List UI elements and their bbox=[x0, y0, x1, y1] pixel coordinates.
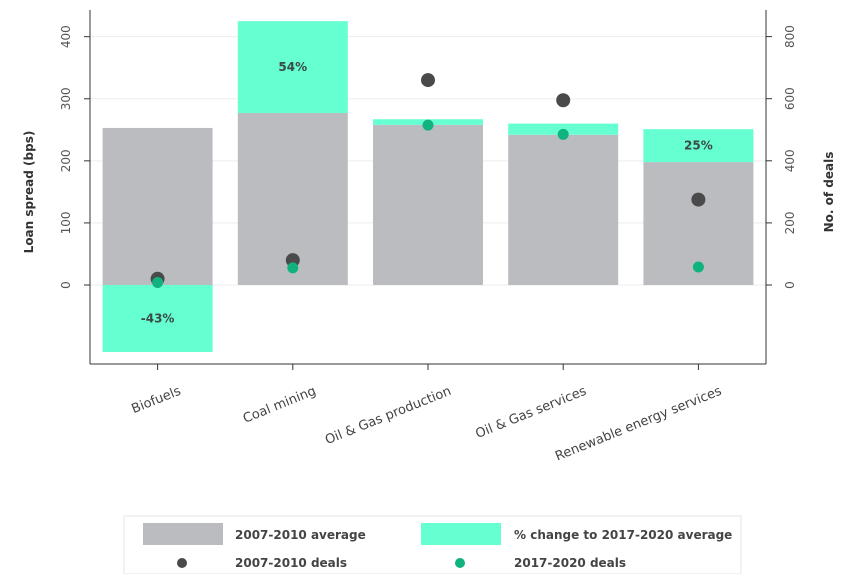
y2-tick-label: 800 bbox=[783, 25, 797, 48]
dot-2007-2010-deals bbox=[421, 73, 435, 88]
legend: 2007-2010 average % change to 2017-2020 … bbox=[123, 515, 742, 574]
y2-tick-label: 0 bbox=[783, 281, 797, 289]
x-tick-label: Oil & Gas services bbox=[474, 384, 589, 442]
y-tick-label: 0 bbox=[59, 281, 73, 289]
x-tick-label: Coal mining bbox=[241, 384, 318, 427]
dot-2017-2020-deals bbox=[692, 261, 704, 273]
dot-2017-2020-deals bbox=[422, 119, 434, 131]
bar-change-2017-2020 bbox=[237, 21, 348, 114]
pct-change-label: 54% bbox=[278, 60, 307, 74]
y-tick-label: 400 bbox=[59, 25, 73, 48]
dot-2007-2010-deals bbox=[556, 93, 571, 108]
dot-2017-2020-deals bbox=[287, 262, 299, 274]
legend-dot-old bbox=[177, 558, 187, 568]
y-tick-label: 300 bbox=[59, 87, 73, 110]
dot-2007-2010-deals bbox=[691, 192, 706, 207]
x-tick-label: Biofuels bbox=[130, 384, 184, 417]
dot-2007-2010-deals bbox=[285, 253, 300, 268]
bar-2007-2010-average bbox=[102, 127, 213, 286]
dot-2017-2020-deals bbox=[557, 128, 569, 140]
legend-swatch-change bbox=[421, 523, 501, 545]
legend-swatch-base bbox=[143, 523, 223, 545]
bar-2007-2010-average bbox=[508, 134, 619, 285]
data-labels: -43% 54% 25% bbox=[141, 60, 713, 325]
pct-change-label: -43% bbox=[141, 312, 175, 326]
legend-dot-new bbox=[455, 558, 465, 568]
y-tick-label: 100 bbox=[59, 211, 73, 234]
bars-layer bbox=[102, 21, 754, 353]
dot-2017-2020-deals bbox=[152, 277, 164, 289]
pct-change-label: 25% bbox=[684, 139, 713, 153]
y2-tick-label: 200 bbox=[783, 211, 797, 234]
x-tick-label: Oil & Gas production bbox=[323, 384, 453, 448]
legend-label-deals-old: 2007-2010 deals bbox=[235, 556, 347, 570]
bar-change-2017-2020 bbox=[643, 129, 754, 163]
y2-tick-label: 400 bbox=[783, 149, 797, 172]
y2-tick-label: 600 bbox=[783, 87, 797, 110]
y-axis-title: Loan spread (bps) bbox=[22, 131, 36, 254]
y2-axis-title: No. of deals bbox=[822, 152, 836, 233]
legend-label-base: 2007-2010 average bbox=[235, 528, 366, 542]
legend-label-deals-new: 2017-2020 deals bbox=[514, 556, 626, 570]
deal-dots bbox=[150, 73, 706, 289]
y-tick-label: 200 bbox=[59, 149, 73, 172]
bar-change-2017-2020 bbox=[102, 285, 213, 353]
bar-2007-2010-average bbox=[373, 124, 483, 285]
legend-label-change: % change to 2017-2020 average bbox=[514, 528, 732, 542]
